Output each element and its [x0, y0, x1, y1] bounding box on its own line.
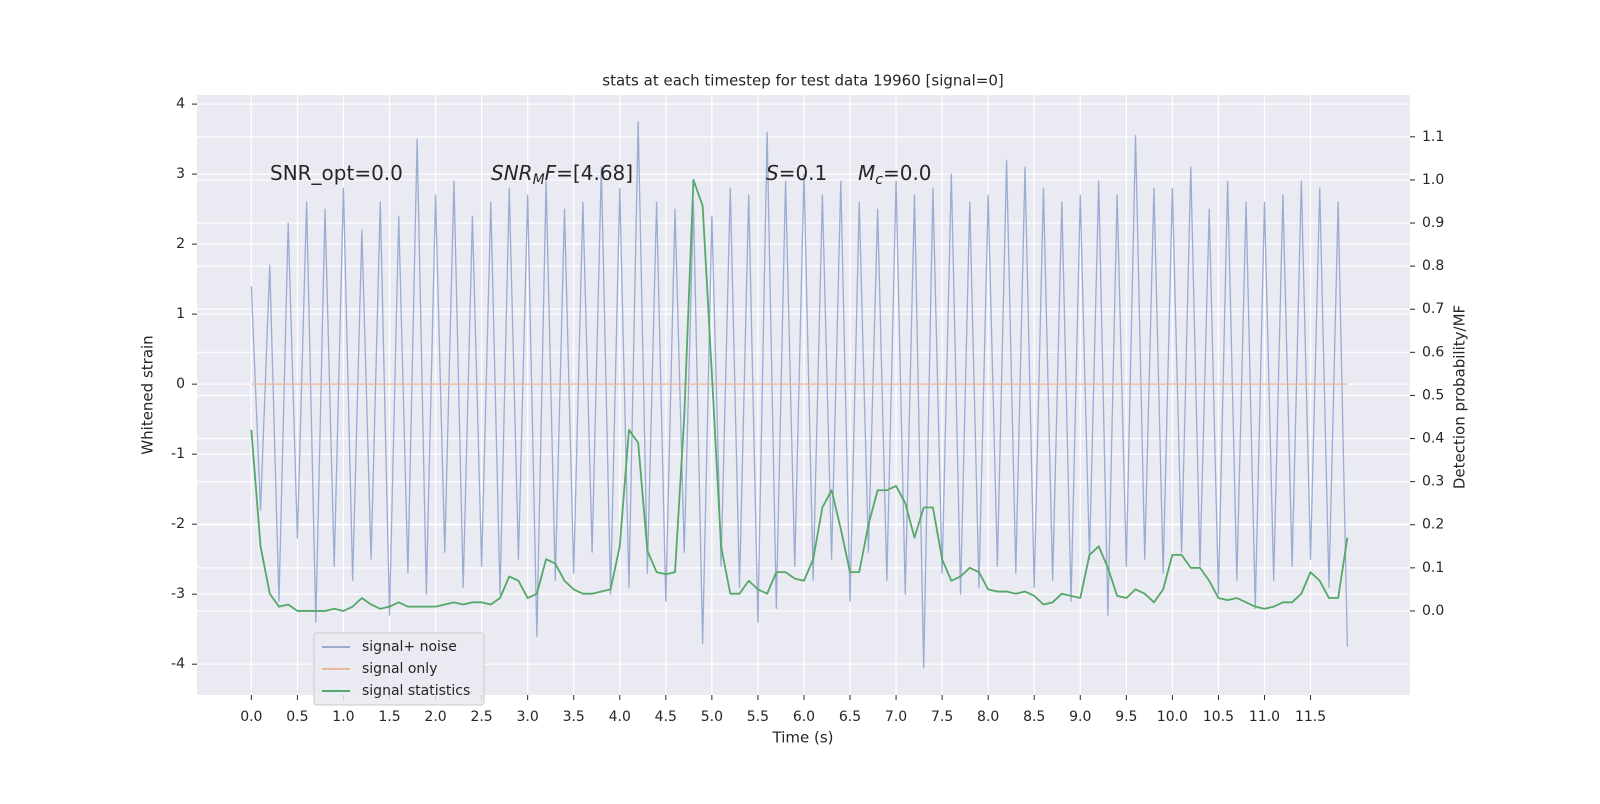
- annotation-part: F: [545, 161, 557, 185]
- x-tick-label: 9.0: [1069, 709, 1091, 725]
- annotation: SNRMF=[4.68]: [491, 161, 633, 188]
- annotation-part: =[4.68]: [556, 161, 633, 185]
- x-axis-label: Time (s): [772, 729, 834, 747]
- x-tick-label: 0.5: [286, 709, 308, 725]
- series-line: [250, 179, 1349, 612]
- x-tick-label: 5.0: [701, 709, 723, 725]
- marks: [250, 120, 1349, 669]
- annotation: Mc=0.0: [858, 161, 932, 188]
- x-tick-label: 6.5: [839, 709, 861, 725]
- annotation-part: M: [533, 172, 545, 188]
- y2-tick-label: 1.0: [1422, 172, 1444, 188]
- series-line: [250, 120, 1349, 669]
- y-axis-label: Whitened strain: [139, 335, 157, 454]
- x-tick-label: 4.5: [655, 709, 677, 725]
- y-tick-label: 1: [176, 306, 185, 322]
- x-tick-label: 3.0: [517, 709, 539, 725]
- x-tick-label: 7.0: [885, 709, 907, 725]
- x-tick-label: 2.0: [424, 709, 446, 725]
- legend-box: [313, 632, 485, 706]
- annotation-part: SNR_opt=0.0: [270, 161, 403, 185]
- annotation-part: =0.1: [779, 161, 828, 185]
- annotation: S=0.1: [766, 161, 827, 185]
- y2-tick-label: 1.1: [1422, 129, 1444, 145]
- x-tick-label: 11.5: [1295, 709, 1326, 725]
- chart-title: stats at each timestep for test data 199…: [602, 72, 1003, 90]
- annotation-part: c: [875, 172, 883, 188]
- y-tick-label: 4: [176, 96, 185, 112]
- y2-tick-label: 0.5: [1422, 387, 1444, 403]
- y2-tick-label: 0.9: [1422, 215, 1444, 231]
- y2-tick-label: 0.3: [1422, 474, 1444, 490]
- x-tick-label: 6.0: [793, 709, 815, 725]
- y2-tick-label: 0.7: [1422, 301, 1444, 317]
- y-tick-label: -2: [171, 516, 185, 532]
- annotation-part: SNR: [491, 161, 533, 185]
- x-tick-label: 10.0: [1157, 709, 1188, 725]
- y2-tick-label: 0.0: [1422, 603, 1444, 619]
- x-tick-label: 0.0: [240, 709, 262, 725]
- y-tick-label: 2: [176, 236, 185, 252]
- annotation-part: S: [766, 161, 779, 185]
- x-tick-label: 1.5: [378, 709, 400, 725]
- legend-label: signal only: [362, 661, 437, 677]
- y2-tick-label: 0.8: [1422, 258, 1444, 274]
- y-tick-label: 3: [176, 166, 185, 182]
- x-tick-label: 9.5: [1115, 709, 1137, 725]
- legend-label: signal+ noise: [362, 639, 457, 655]
- annotation-part: =0.0: [883, 161, 932, 185]
- y2-tick-label: 0.6: [1422, 344, 1444, 360]
- annotation: SNR_opt=0.0: [270, 161, 403, 185]
- x-tick-label: 5.5: [747, 709, 769, 725]
- y2-tick-label: 0.4: [1422, 431, 1444, 447]
- y-tick-label: 0: [176, 376, 185, 392]
- y-tick-label: -3: [171, 586, 185, 602]
- x-tick-label: 3.5: [563, 709, 585, 725]
- y-tick-label: -1: [171, 446, 185, 462]
- x-tick-label: 11.0: [1249, 709, 1280, 725]
- y-tick-label: -4: [171, 656, 185, 672]
- x-tick-label: 2.5: [470, 709, 492, 725]
- x-tick-label: 10.5: [1203, 709, 1234, 725]
- x-tick-label: 8.5: [1023, 709, 1045, 725]
- y2-tick-label: 0.1: [1422, 560, 1444, 576]
- y2-tick-label: 0.2: [1422, 517, 1444, 533]
- x-tick-label: 8.0: [977, 709, 999, 725]
- x-tick-label: 4.0: [609, 709, 631, 725]
- legend-label: signal statistics: [362, 683, 470, 699]
- x-tick-label: 7.5: [931, 709, 953, 725]
- y2-axis-label: Detection probability/MF: [1451, 305, 1469, 489]
- annotation-part: M: [858, 161, 875, 185]
- x-tick-label: 1.0: [332, 709, 354, 725]
